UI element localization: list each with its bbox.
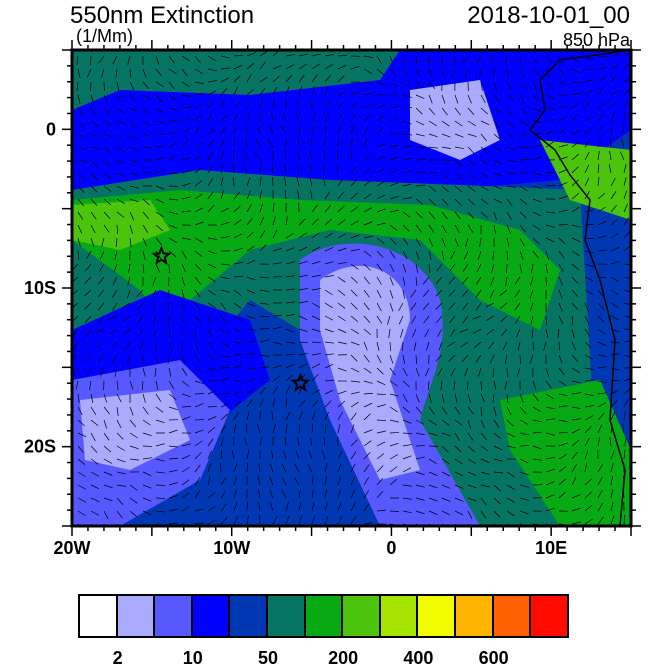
colorbar-label: 10 [183, 648, 203, 669]
colorbar-swatch [230, 596, 268, 636]
extinction-map: 20W 10W 0 10E 0 10S 20S [0, 0, 650, 590]
colorbar-label: 50 [258, 648, 278, 669]
lat-label: 20S [24, 437, 56, 457]
colorbar-label: 2 [113, 648, 123, 669]
colorbar-swatch [418, 596, 456, 636]
colorbar-swatch [381, 596, 419, 636]
colorbar-swatch [193, 596, 231, 636]
colorbar-swatch [456, 596, 494, 636]
colorbar-label: 400 [403, 648, 433, 669]
lat-label: 0 [46, 119, 56, 139]
colorbar-swatch [494, 596, 532, 636]
colorbar-swatch [343, 596, 381, 636]
colorbar-swatch [306, 596, 344, 636]
lat-label: 10S [24, 278, 56, 298]
colorbar-swatch [80, 596, 118, 636]
lon-label: 0 [386, 538, 396, 558]
colorbar-label: 600 [479, 648, 509, 669]
colorbar-swatch [268, 596, 306, 636]
lon-label: 20W [53, 538, 90, 558]
colorbar-swatch [118, 596, 156, 636]
extinction-field [71, 50, 633, 533]
colorbar [78, 594, 569, 638]
lon-label: 10W [213, 538, 250, 558]
lon-label: 10E [535, 538, 567, 558]
colorbar-label: 200 [328, 648, 358, 669]
colorbar-swatch [155, 596, 193, 636]
colorbar-swatch [531, 596, 567, 636]
